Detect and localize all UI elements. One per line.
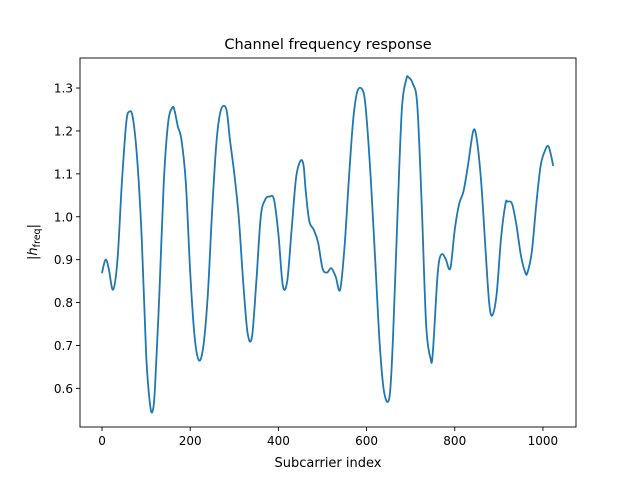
y-tick-label: 1.1 — [54, 167, 73, 181]
y-label-subscript: freq — [32, 228, 43, 247]
series-line — [101, 75, 554, 414]
x-tick-label: 200 — [179, 434, 202, 448]
x-tick-label: 800 — [443, 434, 466, 448]
y-tick-label: 0.7 — [54, 339, 73, 353]
y-tick-label: 0.8 — [54, 296, 73, 310]
chart-title: Channel frequency response — [224, 37, 431, 53]
y-axis-ticks: 0.6 0.7 0.8 0.9 1.0 1.1 1.2 1.3 — [54, 82, 80, 396]
y-label-bar-left: | — [26, 256, 41, 260]
x-axis-label: Subcarrier index — [275, 456, 382, 471]
y-label-bar-right: | — [26, 224, 41, 228]
y-tick-label: 1.2 — [54, 124, 73, 138]
plot-area — [101, 75, 554, 414]
y-axis-label: |hfreq| — [26, 224, 43, 260]
y-tick-label: 1.0 — [54, 210, 73, 224]
x-axis-ticks: 0 200 400 600 800 1000 — [98, 427, 558, 448]
x-tick-label: 1000 — [528, 434, 559, 448]
x-tick-label: 400 — [267, 434, 290, 448]
axes-frame — [79, 57, 577, 428]
y-tick-label: 0.9 — [54, 253, 73, 267]
y-tick-label: 1.3 — [54, 82, 73, 96]
y-tick-label: 0.6 — [54, 382, 73, 396]
x-tick-label: 0 — [98, 434, 106, 448]
x-tick-label: 600 — [355, 434, 378, 448]
y-label-symbol: h — [26, 247, 41, 255]
